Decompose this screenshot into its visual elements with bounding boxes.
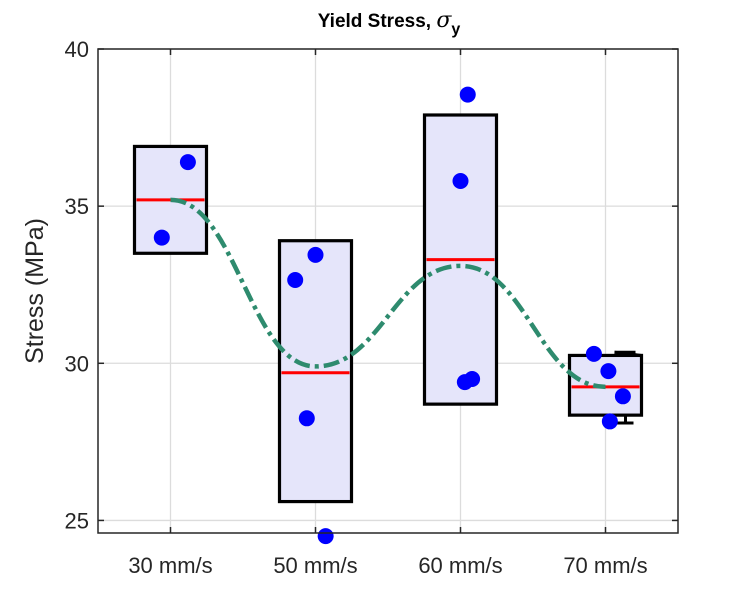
y-tick-label: 40: [65, 37, 89, 62]
chart-title-symbol: σ: [436, 8, 452, 33]
trend-line-group: [170, 197, 606, 390]
axes: [97, 48, 679, 534]
chart-title: Yield Stress, σy: [318, 8, 461, 38]
plot-frame: [97, 48, 679, 534]
x-tick-label: 50 mm/s: [273, 553, 357, 578]
data-point: [614, 388, 631, 405]
y-axis-title: Stress (MPa): [21, 218, 49, 364]
y-tick-label: 25: [65, 508, 89, 533]
chart-title-subscript: y: [451, 21, 460, 38]
grid: [98, 48, 678, 533]
x-tick-label: 70 mm/s: [563, 553, 647, 578]
boxes: [132, 113, 644, 504]
data-point: [585, 345, 602, 362]
data-point: [179, 154, 196, 171]
data-point: [317, 528, 334, 545]
data-points: [153, 86, 631, 545]
trend-line: [170, 197, 606, 390]
x-tick-label: 60 mm/s: [418, 553, 502, 578]
data-point: [600, 363, 617, 380]
y-tick-label: 35: [65, 194, 89, 219]
y-tick-label: 30: [65, 351, 89, 376]
data-point: [459, 86, 476, 103]
data-point: [287, 272, 304, 288]
data-point: [298, 410, 315, 427]
data-point: [456, 374, 473, 391]
data-point: [601, 413, 618, 430]
data-point: [153, 229, 170, 246]
data-point: [307, 246, 324, 263]
tick-labels: 25 30 35 40 30 mm/s 50 mm/s 60 mm/s 70 mm/s: [65, 37, 648, 578]
x-tick-label: 30 mm/s: [128, 553, 212, 578]
chart-title-text: Yield Stress,: [318, 11, 437, 32]
data-point: [452, 173, 469, 189]
